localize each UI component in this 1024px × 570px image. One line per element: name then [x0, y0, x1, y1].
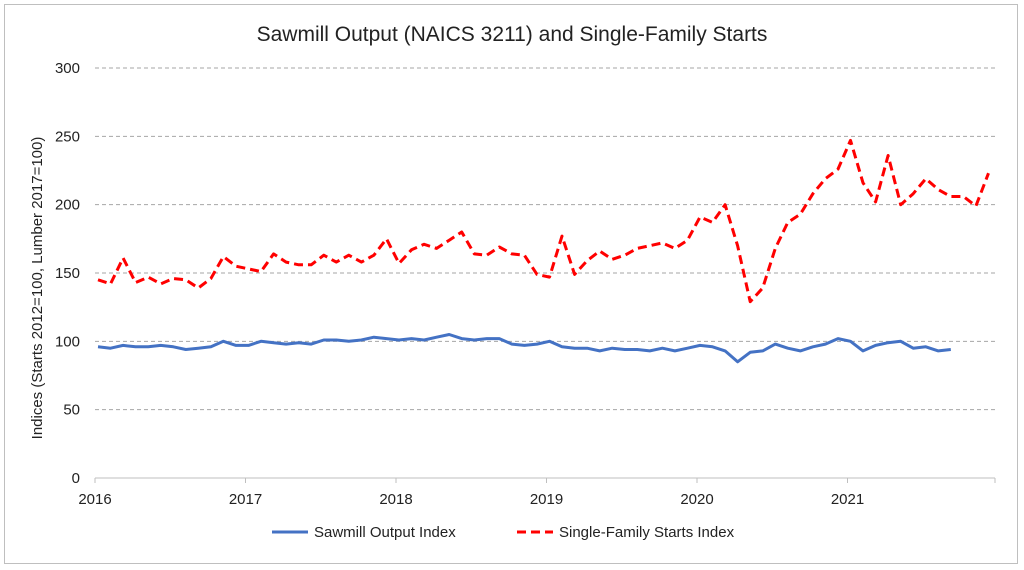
- y-tick-label: 0: [72, 470, 80, 487]
- y-tick-label: 100: [55, 333, 80, 350]
- y-tick-label: 250: [55, 128, 80, 145]
- y-tick-label: 300: [55, 60, 80, 77]
- legend-item-starts: Single-Family Starts Index: [517, 524, 735, 541]
- single-family-starts-line: [97, 138, 990, 304]
- x-tick-label: 2019: [530, 491, 563, 508]
- chart-frame: [4, 4, 1018, 564]
- legend-item-sawmill: Sawmill Output Index: [272, 524, 456, 541]
- series-lines: [97, 138, 990, 364]
- x-tick-labels: 2016 2017 2018 2019 2020 2021: [78, 478, 996, 508]
- y-axis-label: Indices (Starts 2012=100, Lumber 2017=10…: [29, 137, 46, 440]
- legend-label: Single-Family Starts Index: [559, 524, 735, 541]
- x-tick-label: 2017: [229, 491, 262, 508]
- sawmill-output-line: [97, 333, 951, 364]
- y-tick-label: 50: [63, 402, 80, 419]
- legend-label: Sawmill Output Index: [314, 524, 456, 541]
- x-tick-label: 2016: [78, 491, 111, 508]
- y-tick-label: 200: [55, 197, 80, 214]
- x-tick-label: 2021: [831, 491, 864, 508]
- y-tick-label: 150: [55, 265, 80, 282]
- y-tick-labels: 0 50 100 150 200 250 300: [55, 60, 80, 487]
- chart-title: Sawmill Output (NAICS 3211) and Single-F…: [257, 23, 768, 46]
- x-tick-label: 2020: [680, 491, 713, 508]
- gridlines: [95, 67, 995, 479]
- legend: Sawmill Output Index Single-Family Starts…: [272, 524, 735, 541]
- x-tick-label: 2018: [379, 491, 412, 508]
